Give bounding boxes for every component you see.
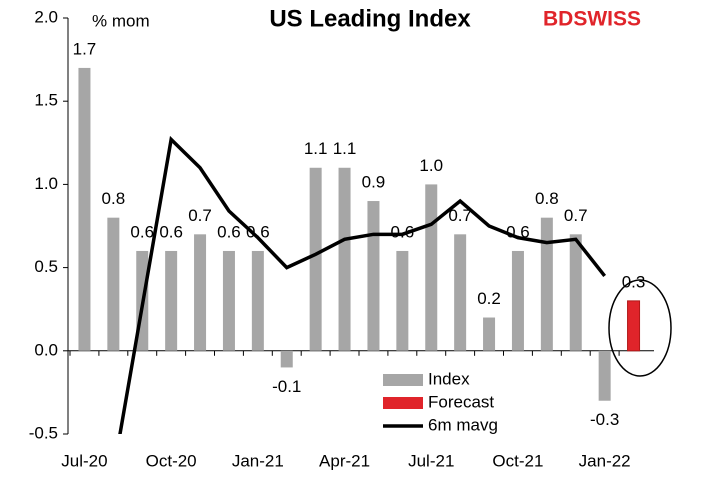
bar [367, 201, 380, 351]
bar [425, 184, 438, 351]
value-label: 1.0 [419, 156, 443, 175]
value-label: -0.3 [590, 410, 619, 429]
value-label: 0.7 [448, 206, 472, 225]
bar [396, 250, 409, 351]
bar [165, 250, 178, 351]
x-tick-label: Jan-21 [232, 451, 284, 470]
value-label: 0.3 [622, 272, 646, 291]
x-tick-label: Oct-20 [146, 451, 197, 470]
y-axis-label: % mom [92, 11, 150, 30]
forecast-highlight [608, 279, 672, 377]
x-tick-label: Jan-22 [579, 451, 631, 470]
legend-label: Index [428, 369, 470, 388]
value-label: -0.1 [272, 377, 301, 396]
value-label: 0.7 [188, 206, 212, 225]
line [118, 135, 607, 434]
bar [540, 217, 553, 351]
legend-label: Forecast [428, 392, 494, 411]
y-tick-label: 1.5 [34, 91, 58, 110]
y-tick-label: 1.0 [34, 174, 58, 193]
value-label: 1.1 [333, 139, 357, 158]
value-label: 1.1 [304, 139, 328, 158]
legend-swatch [383, 374, 423, 386]
bar [569, 234, 582, 351]
y-tick-label: -0.5 [29, 423, 58, 442]
value-label: 0.6 [217, 222, 241, 241]
bar [222, 250, 235, 351]
logo: BDSWISS [543, 8, 641, 31]
value-label: 1.7 [73, 39, 97, 58]
legend-swatch [383, 397, 423, 409]
legend-label: 6m mavg [428, 415, 498, 434]
chart-title: US Leading Index [269, 5, 471, 32]
bar [598, 350, 611, 401]
bar [251, 250, 264, 351]
value-label: 0.2 [477, 289, 501, 308]
bar [483, 317, 496, 351]
bar [309, 167, 322, 351]
bar [511, 250, 524, 351]
value-label: 0.6 [391, 222, 415, 241]
value-label: 0.6 [246, 222, 270, 241]
value-label: 0.8 [535, 189, 559, 208]
value-label: 0.7 [564, 206, 588, 225]
bar [280, 350, 293, 368]
y-tick-label: 2.0 [34, 7, 58, 26]
x-tick-label: Apr-21 [319, 451, 370, 470]
value-label: 0.6 [130, 222, 154, 241]
value-label: 0.8 [102, 189, 126, 208]
bar [78, 67, 91, 351]
bar [338, 167, 351, 351]
value-label: 0.9 [362, 173, 386, 192]
bar [194, 234, 207, 351]
y-tick-label: 0.5 [34, 257, 58, 276]
bar [454, 234, 467, 351]
x-tick-label: Oct-21 [492, 451, 543, 470]
x-tick-label: Jul-20 [61, 451, 107, 470]
x-tick-label: Jul-21 [408, 451, 454, 470]
bar [627, 300, 641, 352]
y-tick-label: 0.0 [34, 340, 58, 359]
bar [107, 217, 120, 351]
value-label: 0.6 [159, 222, 183, 241]
